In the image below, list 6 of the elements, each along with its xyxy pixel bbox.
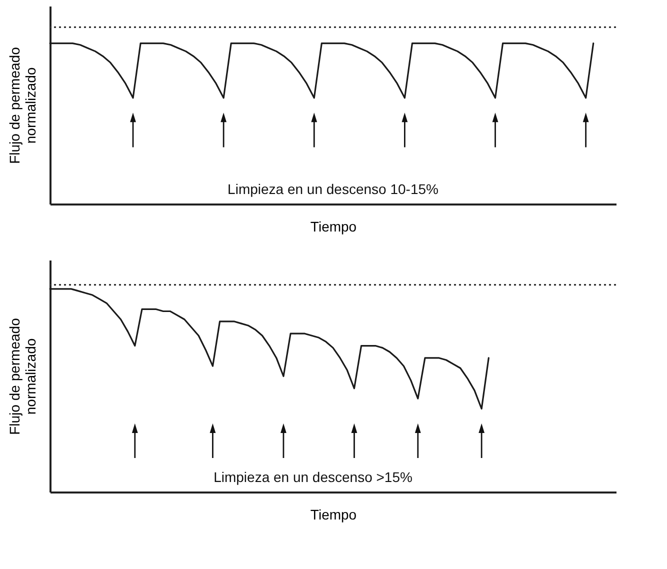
- y-axis-title: Flujo de permeado normalizado: [6, 318, 38, 435]
- x-axis-title: Tiempo: [310, 506, 357, 522]
- x-axis-title: Tiempo: [310, 218, 357, 234]
- y-axis-title: Flujo de permeado normalizado: [6, 46, 38, 164]
- annotation: Limpieza en un descenso >15%: [214, 469, 412, 485]
- annotation: Limpieza en un descenso 10-15%: [228, 181, 438, 197]
